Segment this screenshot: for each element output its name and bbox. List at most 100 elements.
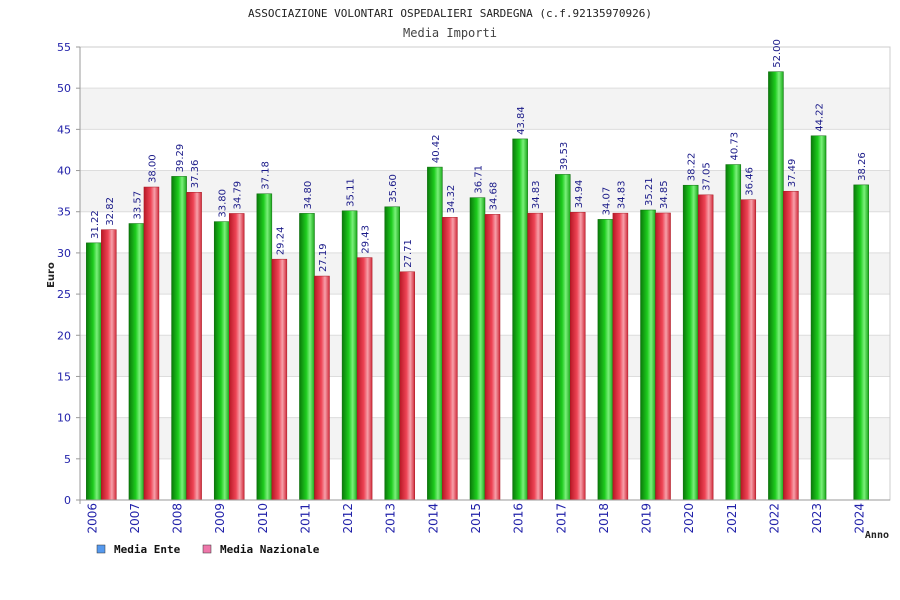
data-label: 29.24 xyxy=(275,227,286,256)
x-tick-label: 2024 xyxy=(853,503,867,534)
data-labels: 31.22 32.82 33.57 38.00 39.29 37.36 33.80 34.79… xyxy=(90,39,868,272)
data-label: 34.79 xyxy=(233,181,244,210)
bar-media-nazionale xyxy=(186,192,202,501)
bar-media-ente xyxy=(384,206,400,501)
y-tick-label: 5 xyxy=(64,453,71,466)
x-tick-label: 2013 xyxy=(384,503,398,534)
bar-media-ente xyxy=(171,176,187,501)
bar-media-nazionale xyxy=(143,186,160,501)
legend-swatch-media-nazionale xyxy=(202,544,212,554)
bar-media-ente xyxy=(725,164,742,501)
x-tick-label: 2012 xyxy=(341,503,355,534)
data-label: 39.29 xyxy=(175,144,186,173)
data-label: 34.85 xyxy=(659,180,670,209)
data-label: 37.18 xyxy=(260,161,271,190)
x-tick-labels: 2006 2007 2008 2009 2010 2011 2012 2013 2014 2015… xyxy=(85,503,866,534)
data-label: 34.83 xyxy=(531,180,542,209)
plot-band xyxy=(80,47,890,89)
bar-media-nazionale xyxy=(356,257,373,501)
bar-media-ente xyxy=(128,223,145,501)
x-tick-label: 2022 xyxy=(767,503,781,534)
bar-media-ente xyxy=(640,209,656,501)
y-tick-label: 40 xyxy=(57,165,71,178)
data-label: 32.82 xyxy=(105,197,116,226)
bar-media-nazionale xyxy=(271,258,288,501)
data-label: 40.42 xyxy=(431,134,442,163)
y-tick-label: 35 xyxy=(57,206,71,219)
bar-media-ente xyxy=(86,242,102,501)
data-label: 36.46 xyxy=(744,167,755,196)
data-label: 34.07 xyxy=(601,187,612,216)
chart-subtitle: Media Importi xyxy=(403,26,497,40)
bar-media-ente xyxy=(597,219,614,501)
data-label: 35.11 xyxy=(346,178,357,207)
bar-media-ente xyxy=(256,193,273,501)
y-tick-label: 55 xyxy=(57,41,71,54)
bar-media-ente xyxy=(768,71,784,501)
legend-label-media-ente: Media Ente xyxy=(114,543,181,556)
plot-band xyxy=(80,88,890,130)
bar-media-ente xyxy=(341,210,358,501)
bar-media-ente xyxy=(810,135,827,501)
bar-media-nazionale xyxy=(655,212,671,501)
bar-media-ente xyxy=(427,166,443,501)
axes xyxy=(76,46,890,504)
plot-band xyxy=(80,129,890,171)
data-label: 34.83 xyxy=(616,180,627,209)
x-tick-label: 2011 xyxy=(298,503,312,534)
data-label: 38.00 xyxy=(147,154,158,183)
bar-media-ente xyxy=(299,213,315,501)
data-label: 34.68 xyxy=(489,182,500,211)
y-tick-label: 25 xyxy=(57,288,71,301)
y-tick-label: 45 xyxy=(57,123,71,136)
legend-swatch-media-ente xyxy=(96,544,106,554)
data-label: 27.71 xyxy=(403,239,414,268)
data-label: 37.05 xyxy=(702,162,713,191)
data-label: 37.49 xyxy=(787,159,798,188)
x-tick-label: 2006 xyxy=(85,503,99,534)
x-axis-label: Anno xyxy=(865,530,889,541)
x-tick-label: 2018 xyxy=(597,503,611,534)
bar-media-nazionale xyxy=(484,214,501,501)
data-label: 33.57 xyxy=(132,191,143,220)
data-label: 38.22 xyxy=(687,153,698,182)
bar-media-nazionale xyxy=(101,229,117,501)
y-tick-label: 0 xyxy=(64,494,71,507)
data-label: 35.60 xyxy=(388,174,399,203)
x-tick-label: 2007 xyxy=(128,503,142,534)
chart-title: ASSOCIAZIONE VOLONTARI OSPEDALIERI SARDE… xyxy=(248,7,652,20)
x-tick-label: 2014 xyxy=(426,503,440,534)
bar-media-ente xyxy=(682,184,699,501)
x-tick-label: 2015 xyxy=(469,503,483,534)
bar-media-nazionale xyxy=(740,199,757,501)
x-tick-label: 2017 xyxy=(554,503,568,534)
x-tick-label: 2021 xyxy=(725,503,739,534)
data-label: 31.22 xyxy=(90,210,101,239)
data-label: 34.80 xyxy=(303,181,314,210)
bar-media-ente xyxy=(512,138,528,501)
y-tick-labels: 0 5 10 15 20 25 30 35 40 45 50 55 xyxy=(57,41,71,507)
data-label: 52.00 xyxy=(772,39,783,68)
data-label: 39.53 xyxy=(559,142,570,171)
bar-media-nazionale xyxy=(399,271,415,501)
legend: Media Ente Media Nazionale xyxy=(96,543,320,556)
data-label: 34.94 xyxy=(574,180,585,209)
y-axis-label: Euro xyxy=(46,262,57,288)
x-tick-label: 2023 xyxy=(810,503,824,534)
bar-media-nazionale xyxy=(783,190,799,501)
bars xyxy=(86,71,869,501)
bar-media-ente xyxy=(469,197,486,501)
x-tick-label: 2009 xyxy=(213,503,227,534)
data-label: 29.43 xyxy=(361,225,372,254)
bar-media-ente xyxy=(853,184,869,501)
x-tick-label: 2008 xyxy=(171,503,185,534)
bar-media-ente xyxy=(213,221,230,501)
y-tick-label: 15 xyxy=(57,370,71,383)
bar-media-nazionale xyxy=(697,194,714,501)
y-tick-label: 10 xyxy=(57,412,71,425)
y-tick-label: 20 xyxy=(57,329,71,342)
data-label: 34.32 xyxy=(446,185,457,214)
bar-media-nazionale xyxy=(442,217,458,501)
legend-label-media-nazionale: Media Nazionale xyxy=(220,543,320,556)
